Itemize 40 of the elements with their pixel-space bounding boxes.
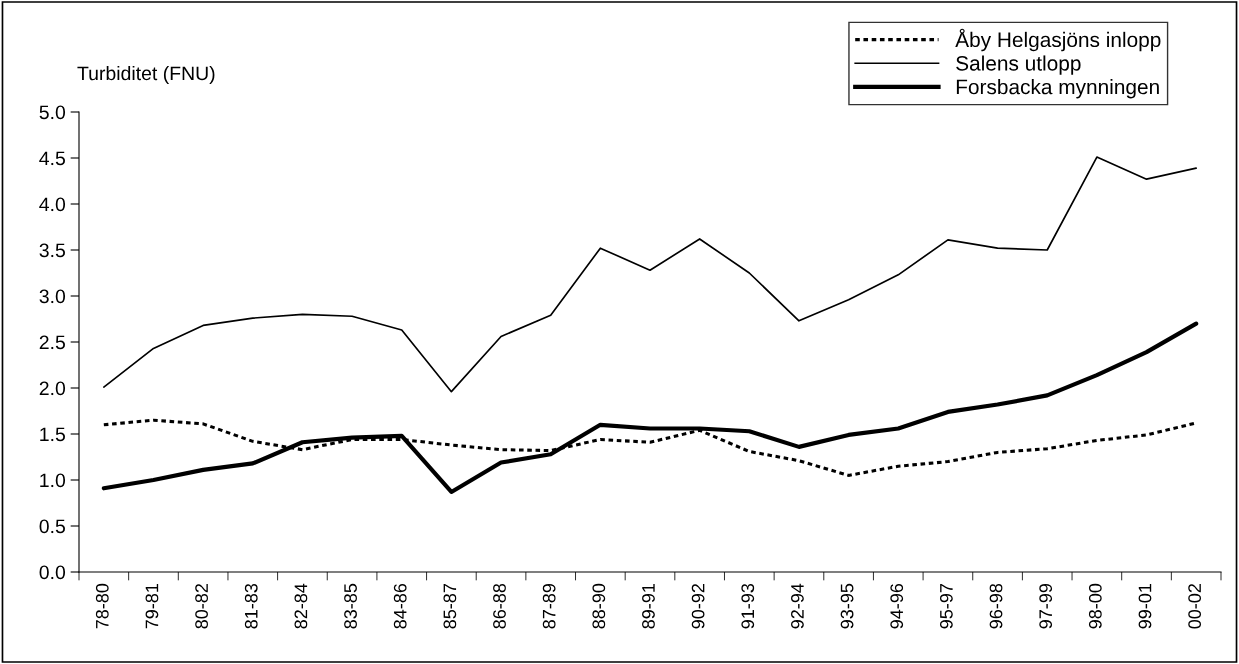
y-tick-label: 4.5 <box>39 151 65 166</box>
x-tick-label: 92-94 <box>791 583 804 629</box>
x-tick-label: 90-92 <box>691 584 705 629</box>
y-tick-label: 0.0 <box>39 565 66 580</box>
y-tick-label: 0.5 <box>39 519 65 534</box>
x-tick-label: 86-88 <box>493 583 506 629</box>
x-tick-label: 85-87 <box>443 584 457 629</box>
x-tick-label: 93-95 <box>840 583 854 629</box>
x-tick-label: 88-90 <box>592 583 606 629</box>
x-tick-label: 00-02 <box>1188 584 1202 629</box>
y-tick-label: 1.5 <box>40 427 65 442</box>
y-tick-label: 2.5 <box>39 335 65 350</box>
x-tick-label: 95-97 <box>939 584 953 629</box>
y-axis-title: Turbiditet (FNU) <box>77 65 215 85</box>
x-tick-label: 84-86 <box>393 583 407 629</box>
y-tick-label: 4.0 <box>39 197 66 212</box>
x-tick-label: 96-98 <box>989 583 1003 629</box>
x-tick-label: 99-01 <box>1138 583 1152 629</box>
x-tick-label: 82-84 <box>294 583 308 629</box>
y-tick-label: 1.0 <box>40 473 66 488</box>
x-tick-label: 94-96 <box>890 583 904 629</box>
x-tick-label: 79-81 <box>145 583 159 629</box>
x-tick-label: 98-00 <box>1088 583 1102 629</box>
x-tick-label: 87-89 <box>542 583 556 629</box>
y-tick-label: 2.0 <box>39 381 66 396</box>
x-tick-label: 81-83 <box>244 583 258 629</box>
x-tick-label: 91-93 <box>741 583 755 629</box>
y-tick-label: 3.5 <box>39 243 65 258</box>
line-series <box>102 156 1198 393</box>
line-series <box>101 321 1199 495</box>
x-tick-label: 83-85 <box>344 583 357 629</box>
x-tick-label: 80-82 <box>195 584 208 629</box>
legend-label: Åby Helgasjöns inlopp <box>955 28 1161 52</box>
x-tick-label: 97-99 <box>1039 583 1053 629</box>
x-tick-label: 89-91 <box>642 583 655 629</box>
y-tick-label: 3.0 <box>39 289 66 304</box>
x-tick-label: 78-80 <box>95 583 109 629</box>
legend-label: Salens utlopp <box>956 55 1081 75</box>
y-tick-label: 5.0 <box>39 105 66 120</box>
legend-label: Forsbacka mynningen <box>956 79 1159 99</box>
